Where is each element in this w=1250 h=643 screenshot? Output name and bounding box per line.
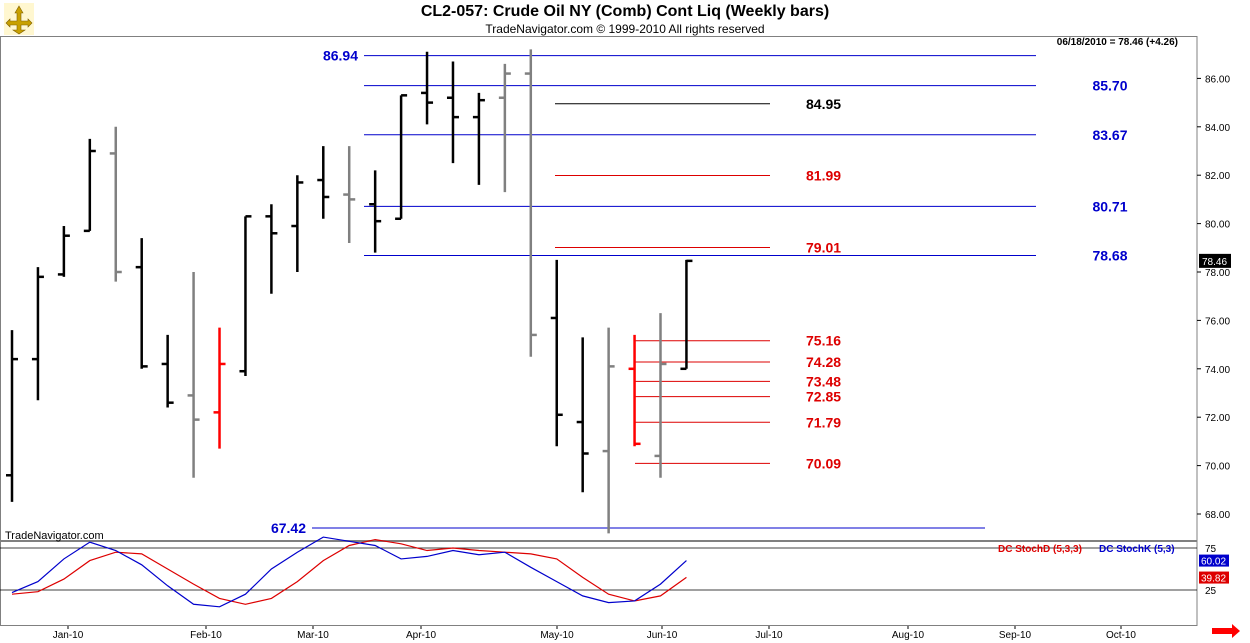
y-tick-label: 70.00: [1205, 462, 1230, 473]
level-label: 83.67: [1092, 127, 1127, 143]
watermark: TradeNavigator.com: [5, 530, 104, 542]
y-tick-label: 76.00: [1205, 316, 1230, 327]
legend-stoch-k: DC StochK (5,3): [1099, 544, 1175, 555]
last-price-label: 78.46: [1202, 257, 1227, 268]
y-tick-label: 84.00: [1205, 123, 1230, 134]
level-label: 79.01: [806, 240, 841, 256]
x-tick-label: May-10: [540, 630, 574, 641]
bars-layer: [6, 49, 693, 534]
level-label: 70.09: [806, 455, 841, 471]
ohlc-bar: [213, 327, 226, 449]
ohlc-bar: [31, 267, 44, 401]
ohlc-bar: [317, 146, 330, 219]
ohlc-bar: [369, 170, 382, 253]
stoch-d-value-tag: [1199, 571, 1229, 584]
chart-title: CL2-057: Crude Oil NY (Comb) Cont Liq (W…: [420, 3, 830, 20]
x-tick-label: Oct-10: [1106, 630, 1136, 641]
level-label: 80.71: [1092, 198, 1127, 214]
y-tick-label: 86.00: [1205, 74, 1230, 85]
x-tick-label: Jun-10: [647, 630, 678, 641]
level-label: 67.42: [271, 520, 306, 536]
x-tick-label: Aug-10: [892, 630, 925, 641]
ohlc-bar: [576, 337, 589, 493]
scroll-right-arrow-icon: [1212, 624, 1240, 638]
ohlc-bar: [83, 138, 96, 233]
legend-stoch-d: DC StochD (5,3,3): [998, 544, 1082, 555]
stoch-d-value-label: 39.82: [1201, 574, 1226, 585]
ohlc-bar: [498, 63, 511, 193]
y-tick-label: 68.00: [1205, 510, 1230, 521]
ohlc-bar: [628, 334, 641, 447]
level-label: 71.79: [806, 414, 841, 430]
price-pane-border: [0, 36, 1198, 541]
ohlc-bar: [57, 226, 70, 277]
y-tick-label: 78.00: [1205, 268, 1230, 279]
ohlc-bar: [654, 313, 667, 478]
levels-layer: 86.94 85.70 84.95 83.67 81.99 80.71 79.01 78.68…: [271, 48, 1128, 536]
level-label: 85.70: [1092, 78, 1127, 94]
x-tick-label: Feb-10: [190, 630, 222, 641]
ohlc-bar: [187, 272, 200, 478]
x-tick-label: Sep-10: [999, 630, 1032, 641]
price-readout: 06/18/2010 = 78.46 (+4.26): [1056, 37, 1178, 48]
ohlc-bar: [109, 126, 122, 282]
y-tick-label: 72.00: [1205, 413, 1230, 424]
level-label: 74.28: [806, 354, 841, 370]
ohlc-bar: [291, 175, 304, 272]
level-label: 84.95: [806, 96, 841, 112]
x-tick-label: Apr-10: [406, 630, 436, 641]
stoch-k-value-label: 60.02: [1201, 557, 1226, 568]
x-tick-label: Jan-10: [53, 630, 84, 641]
last-price-tag: [1199, 253, 1231, 268]
y-tick-label: 80.00: [1205, 220, 1230, 231]
ohlc-bar: [680, 259, 693, 371]
chart-subtitle: TradeNavigator.com © 1999-2010 All right…: [485, 22, 765, 36]
ohlc-bar: [135, 238, 148, 369]
stochastic-layer: 75 25 60.02 39.82: [0, 536, 1229, 608]
stoch-y-tick-label: 75: [1205, 544, 1217, 555]
level-label: 86.94: [323, 48, 358, 64]
stoch-series-line: [11, 538, 687, 605]
y-tick-label: 74.00: [1205, 365, 1230, 376]
ohlc-bar: [343, 146, 356, 243]
ohlc-bar: [265, 204, 278, 294]
tradenavigator-logo-icon: [4, 3, 34, 35]
ohlc-bar: [524, 49, 537, 357]
level-label: 73.48: [806, 373, 841, 389]
level-label: 78.68: [1092, 248, 1127, 264]
x-tick-label: Jul-10: [755, 630, 783, 641]
ohlc-bar: [6, 330, 18, 502]
level-label: 75.16: [806, 333, 841, 349]
stochastic-pane-border: [0, 541, 1198, 626]
ohlc-bar: [395, 94, 408, 221]
ohlc-bar: [446, 61, 459, 164]
ohlc-bar: [161, 334, 174, 408]
stoch-y-tick-label: 25: [1205, 586, 1217, 597]
axes-layer: 68.00 70.00 72.00 74.00 76.00 78.00 80.00 82.00…: [0, 36, 1240, 641]
level-label: 81.99: [806, 167, 841, 183]
ohlc-bar: [472, 92, 485, 185]
stoch-k-value-tag: [1199, 554, 1229, 567]
level-label: 72.85: [806, 389, 841, 405]
ohlc-bar: [239, 215, 252, 377]
ohlc-bar: [602, 327, 615, 534]
ohlc-bar: [550, 259, 563, 447]
stoch-series-line: [11, 536, 687, 608]
ohlc-bar: [421, 51, 434, 125]
x-tick-label: Mar-10: [297, 630, 329, 641]
y-tick-label: 82.00: [1205, 171, 1230, 182]
